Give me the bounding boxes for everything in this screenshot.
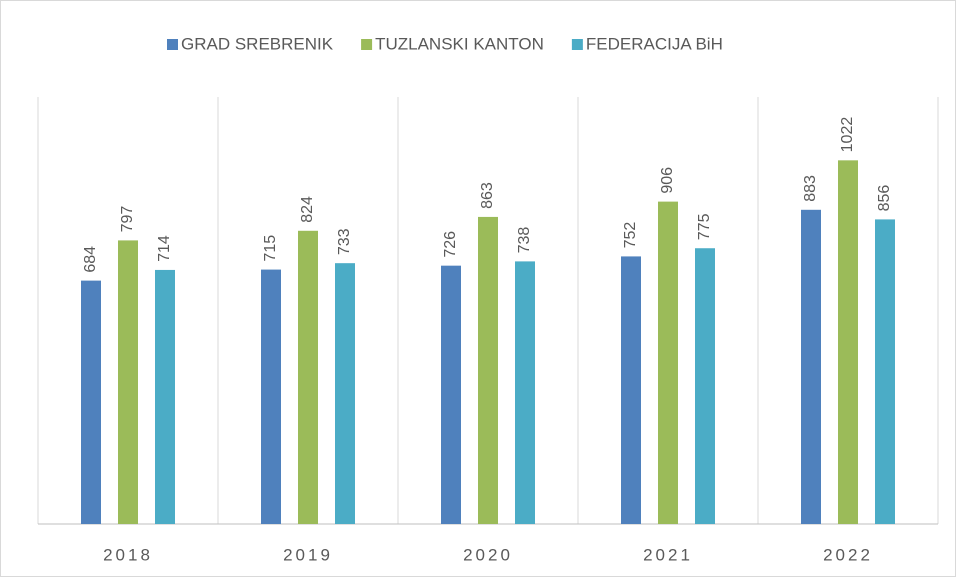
- x-tick-label: 2022: [823, 545, 873, 564]
- data-label: 1022: [839, 117, 856, 153]
- data-label: 775: [696, 213, 713, 240]
- bar: [621, 256, 641, 524]
- data-label: 797: [119, 206, 136, 233]
- bar: [695, 248, 715, 524]
- bar: [478, 216, 498, 524]
- bar: [658, 201, 678, 525]
- data-label: 883: [802, 175, 819, 202]
- data-label: 738: [516, 227, 533, 254]
- bar: [81, 280, 101, 524]
- data-label: 906: [659, 167, 676, 194]
- x-tick-label: 2020: [463, 545, 513, 564]
- bar: [335, 263, 355, 524]
- legend-label: TUZLANSKI KANTON: [375, 34, 544, 53]
- legend-label: GRAD SREBRENIK: [181, 34, 334, 53]
- bar: [261, 269, 281, 524]
- x-tick-label: 2019: [283, 545, 333, 564]
- bar: [155, 269, 175, 524]
- data-label: 726: [442, 231, 459, 258]
- data-label: 863: [479, 182, 496, 209]
- legend-swatch: [361, 39, 373, 50]
- legend-label: FEDERACIJA BiH: [586, 34, 723, 53]
- bar: [441, 265, 461, 524]
- data-label: 824: [299, 196, 316, 223]
- data-label: 715: [262, 235, 279, 262]
- bar: [838, 160, 858, 525]
- data-label: 714: [156, 235, 173, 262]
- bar: [118, 240, 138, 525]
- data-label: 684: [82, 246, 99, 273]
- bar: [515, 261, 535, 524]
- data-label: 856: [876, 185, 893, 212]
- x-tick-label: 2018: [103, 545, 153, 564]
- bar: [875, 219, 895, 524]
- bar: [801, 209, 821, 524]
- data-label: 752: [622, 222, 639, 249]
- legend-swatch: [167, 39, 178, 50]
- x-tick-label: 2021: [643, 545, 693, 564]
- bar: [298, 230, 318, 524]
- legend-swatch: [571, 39, 583, 50]
- data-label: 733: [336, 228, 353, 255]
